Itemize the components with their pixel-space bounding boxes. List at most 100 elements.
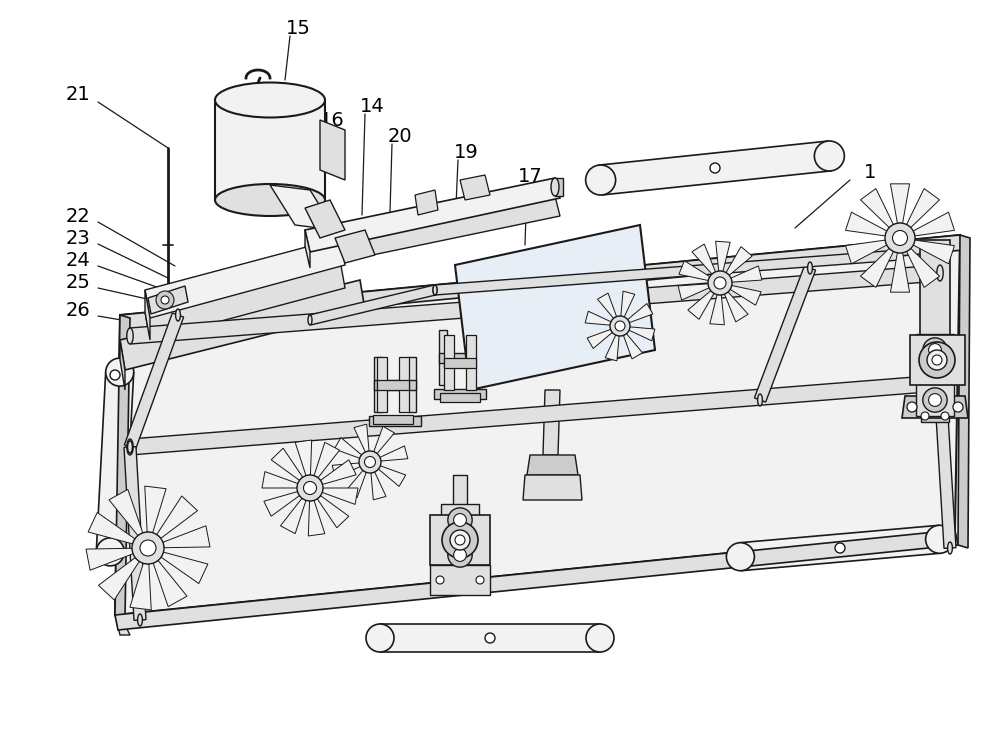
- Polygon shape: [890, 184, 910, 224]
- Polygon shape: [264, 492, 299, 516]
- Polygon shape: [145, 238, 345, 318]
- Polygon shape: [907, 248, 940, 287]
- Polygon shape: [378, 465, 406, 487]
- Ellipse shape: [938, 377, 942, 389]
- Circle shape: [110, 370, 120, 380]
- Ellipse shape: [176, 309, 180, 321]
- Ellipse shape: [433, 285, 437, 295]
- Ellipse shape: [138, 614, 142, 626]
- Polygon shape: [374, 380, 416, 389]
- Circle shape: [297, 475, 323, 501]
- Circle shape: [835, 543, 845, 553]
- Ellipse shape: [726, 542, 754, 571]
- Text: 1: 1: [864, 163, 876, 182]
- Circle shape: [156, 291, 174, 309]
- Ellipse shape: [308, 315, 312, 325]
- Ellipse shape: [937, 375, 943, 391]
- Polygon shape: [916, 384, 954, 416]
- Circle shape: [885, 223, 915, 253]
- Ellipse shape: [814, 141, 844, 171]
- Polygon shape: [441, 539, 479, 571]
- Circle shape: [476, 576, 484, 584]
- Polygon shape: [439, 353, 481, 363]
- Polygon shape: [444, 335, 454, 390]
- Polygon shape: [354, 424, 369, 452]
- Polygon shape: [441, 504, 479, 536]
- Polygon shape: [145, 290, 150, 340]
- Polygon shape: [115, 615, 130, 635]
- Polygon shape: [679, 261, 710, 281]
- Polygon shape: [314, 442, 340, 478]
- Polygon shape: [371, 472, 386, 500]
- Circle shape: [714, 277, 726, 289]
- Polygon shape: [716, 241, 730, 271]
- Text: 16: 16: [320, 111, 344, 130]
- Circle shape: [132, 532, 164, 564]
- Polygon shape: [731, 266, 762, 282]
- Polygon shape: [430, 515, 490, 565]
- Circle shape: [923, 338, 947, 362]
- Ellipse shape: [127, 328, 133, 344]
- Circle shape: [454, 514, 466, 526]
- Polygon shape: [377, 357, 387, 412]
- Circle shape: [454, 548, 466, 561]
- Polygon shape: [380, 446, 408, 461]
- Polygon shape: [439, 330, 447, 385]
- Polygon shape: [434, 389, 486, 399]
- Polygon shape: [163, 526, 210, 548]
- Polygon shape: [120, 340, 125, 390]
- Polygon shape: [88, 512, 135, 544]
- Polygon shape: [910, 335, 965, 385]
- Polygon shape: [305, 230, 310, 268]
- Circle shape: [929, 394, 941, 406]
- Polygon shape: [124, 446, 146, 620]
- Polygon shape: [860, 188, 893, 227]
- Polygon shape: [466, 335, 476, 390]
- Polygon shape: [115, 530, 958, 630]
- Polygon shape: [890, 253, 910, 292]
- Polygon shape: [321, 460, 356, 485]
- Polygon shape: [523, 475, 582, 500]
- Polygon shape: [305, 196, 560, 268]
- Circle shape: [161, 296, 169, 304]
- Polygon shape: [96, 372, 134, 553]
- Ellipse shape: [948, 542, 952, 554]
- Polygon shape: [305, 178, 560, 252]
- Ellipse shape: [96, 538, 124, 566]
- Polygon shape: [543, 390, 560, 455]
- Polygon shape: [215, 100, 325, 200]
- Polygon shape: [730, 285, 761, 305]
- Polygon shape: [380, 624, 600, 652]
- Circle shape: [436, 576, 444, 584]
- Polygon shape: [145, 486, 166, 533]
- Polygon shape: [153, 561, 187, 607]
- Circle shape: [304, 482, 316, 495]
- Polygon shape: [860, 248, 893, 287]
- Polygon shape: [295, 440, 312, 476]
- Polygon shape: [374, 357, 382, 412]
- Circle shape: [941, 412, 949, 420]
- Polygon shape: [958, 235, 970, 548]
- Polygon shape: [934, 383, 956, 548]
- Polygon shape: [98, 558, 139, 600]
- Polygon shape: [129, 375, 941, 455]
- Polygon shape: [430, 565, 490, 595]
- Circle shape: [923, 388, 947, 412]
- Polygon shape: [334, 438, 362, 458]
- Polygon shape: [907, 188, 940, 227]
- Polygon shape: [374, 427, 394, 454]
- Polygon shape: [124, 313, 184, 449]
- Polygon shape: [335, 230, 375, 263]
- Polygon shape: [621, 291, 635, 317]
- Circle shape: [442, 522, 478, 558]
- Polygon shape: [271, 448, 303, 480]
- Polygon shape: [928, 310, 942, 410]
- Ellipse shape: [586, 624, 614, 652]
- Polygon shape: [317, 496, 349, 528]
- Polygon shape: [120, 280, 365, 370]
- Polygon shape: [130, 563, 151, 610]
- Polygon shape: [369, 416, 421, 426]
- Polygon shape: [724, 292, 748, 322]
- Ellipse shape: [586, 165, 616, 195]
- Polygon shape: [726, 246, 752, 276]
